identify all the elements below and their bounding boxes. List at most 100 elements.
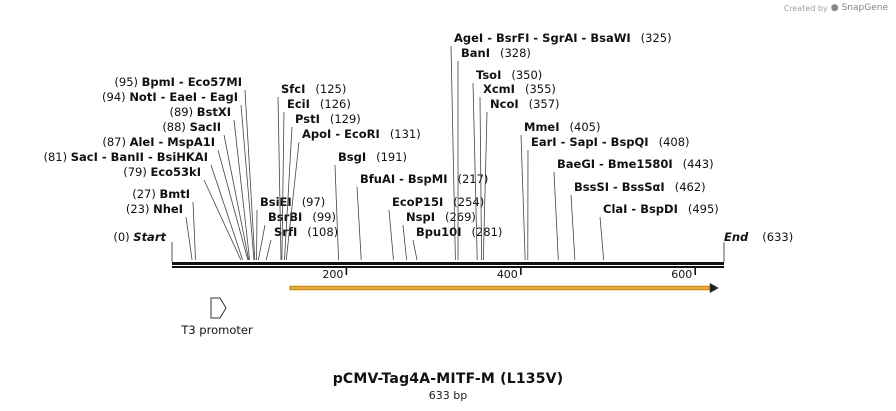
site-name[interactable]: EcoP15I <box>392 195 443 209</box>
site-label[interactable]: BsgI (191) <box>338 150 407 164</box>
site-leader <box>240 104 255 261</box>
site-label[interactable]: (27) BmtI <box>132 187 190 201</box>
site-name[interactable]: NotI - EaeI - EagI <box>129 90 238 104</box>
orf-bar <box>289 286 712 290</box>
site-label[interactable]: ApoI - EcoRI (131) <box>302 127 421 141</box>
site-position: (443) <box>683 157 714 171</box>
site-name[interactable]: SacII <box>190 120 221 134</box>
site-label[interactable]: BanI (328) <box>461 46 531 60</box>
site-leader <box>217 149 249 261</box>
site-name[interactable]: MmeI <box>524 120 560 134</box>
site-name[interactable]: Eco53kI <box>150 165 201 179</box>
site-label[interactable]: Bpu10I (281) <box>416 225 502 239</box>
site-position: (495) <box>688 202 719 216</box>
site-leader <box>244 89 256 261</box>
site-name[interactable]: BaeGI - Bme1580I <box>557 157 673 171</box>
site-position: (99) <box>312 210 336 224</box>
ruler-tick-label: 600 <box>671 268 692 281</box>
snapgene-brand: Created by ● SnapGene <box>784 3 888 13</box>
site-position: (217) <box>457 172 488 186</box>
site-name[interactable]: Bpu10I <box>416 225 461 239</box>
site-label[interactable]: EciI (126) <box>287 97 351 111</box>
end-name: End <box>724 230 749 244</box>
site-label[interactable]: XcmI (355) <box>483 82 556 96</box>
site-leader <box>388 209 394 261</box>
t3-promoter-label[interactable]: T3 promoter <box>180 323 253 337</box>
site-label[interactable]: ClaI - BspDI (495) <box>603 202 719 216</box>
site-leader <box>599 216 605 261</box>
site-name[interactable]: NheI <box>153 202 183 216</box>
site-label[interactable]: BfuAI - BspMI (217) <box>360 172 488 186</box>
site-label[interactable]: TsoI (350) <box>476 68 542 82</box>
site-name[interactable]: PstI <box>295 112 320 126</box>
site-label[interactable]: SfcI (125) <box>281 82 346 96</box>
site-label[interactable]: EcoP15I (254) <box>392 195 484 209</box>
t3-promoter-arrow-icon[interactable] <box>210 297 227 319</box>
site-label[interactable]: BsrBI (99) <box>268 210 336 224</box>
site-position: (89) <box>169 105 196 119</box>
site-label[interactable]: NspI (269) <box>406 210 476 224</box>
site-label[interactable]: (95) BpmI - Eco57MI <box>114 75 242 89</box>
site-name[interactable]: BsgI <box>338 150 366 164</box>
site-name[interactable]: TsoI <box>476 68 501 82</box>
site-label[interactable]: (94) NotI - EaeI - EagI <box>102 90 238 104</box>
site-name[interactable]: AgeI - BsrFI - SgrAI - BsaWI <box>454 31 631 45</box>
site-label[interactable]: (88) SacII <box>162 120 221 134</box>
site-position: (94) <box>102 90 129 104</box>
site-name[interactable]: BsiEI <box>260 195 292 209</box>
site-name[interactable]: BssSI - BssSαI <box>574 180 665 194</box>
site-name[interactable]: XcmI <box>483 82 515 96</box>
site-label[interactable]: (79) Eco53kI <box>123 165 201 179</box>
end-position: (633) <box>762 230 793 244</box>
site-name[interactable]: SrfI <box>274 225 297 239</box>
site-name[interactable]: BmtI <box>159 187 190 201</box>
site-name[interactable]: AleI - MspA1I <box>130 135 215 149</box>
site-position: (357) <box>529 97 560 111</box>
backbone-bottom-strand <box>172 266 724 268</box>
site-label[interactable]: MmeI (405) <box>524 120 600 134</box>
site-name[interactable]: BanI <box>461 46 490 60</box>
site-leader <box>472 82 478 261</box>
site-name[interactable]: SfcI <box>281 82 305 96</box>
site-leader <box>553 171 559 261</box>
site-leader <box>412 239 418 261</box>
start-name: Start <box>133 230 166 244</box>
site-name[interactable]: BstXI <box>197 105 231 119</box>
site-position: (281) <box>471 225 502 239</box>
site-leader <box>281 111 285 261</box>
site-position: (129) <box>330 112 361 126</box>
site-position: (350) <box>511 68 542 82</box>
site-name[interactable]: NcoI <box>490 97 519 111</box>
site-name[interactable]: ApoI - EcoRI <box>302 127 380 141</box>
site-label[interactable]: SrfI (108) <box>274 225 338 239</box>
brand-product: SnapGene <box>841 3 888 13</box>
site-label[interactable]: PstI (129) <box>295 112 361 126</box>
site-label[interactable]: NcoI (357) <box>490 97 560 111</box>
site-name[interactable]: BsrBI <box>268 210 302 224</box>
site-name[interactable]: EciI <box>287 97 310 111</box>
site-label[interactable]: (87) AleI - MspA1I <box>102 135 215 149</box>
site-label[interactable]: BaeGI - Bme1580I (443) <box>557 157 714 171</box>
snapgene-logo-icon: ● <box>830 3 839 13</box>
site-name[interactable]: EarI - SapI - BspQI <box>531 135 649 149</box>
site-leader <box>185 216 193 261</box>
site-name[interactable]: BfuAI - BspMI <box>360 172 447 186</box>
site-label[interactable]: (81) SacI - BanII - BsiHKAI <box>43 150 208 164</box>
site-name[interactable]: ClaI - BspDI <box>603 202 678 216</box>
site-label[interactable]: (89) BstXI <box>169 105 231 119</box>
site-name[interactable]: SacI - BanII - BsiHKAI <box>71 150 208 164</box>
site-label[interactable]: AgeI - BsrFI - SgrAI - BsaWI (325) <box>454 31 672 45</box>
site-name[interactable]: NspI <box>406 210 435 224</box>
orf-arrowhead-icon <box>709 283 719 293</box>
site-position: (405) <box>570 120 601 134</box>
site-position: (27) <box>132 187 159 201</box>
site-leader <box>233 119 251 261</box>
site-position: (88) <box>162 120 189 134</box>
site-label[interactable]: EarI - SapI - BspQI (408) <box>531 135 690 149</box>
site-name[interactable]: BpmI - Eco57MI <box>142 75 242 89</box>
site-label[interactable]: BsiEI (97) <box>260 195 325 209</box>
site-label[interactable]: (23) NheI <box>126 202 183 216</box>
backbone-top-strand <box>172 262 724 265</box>
site-label[interactable]: BssSI - BssSαI (462) <box>574 180 706 194</box>
